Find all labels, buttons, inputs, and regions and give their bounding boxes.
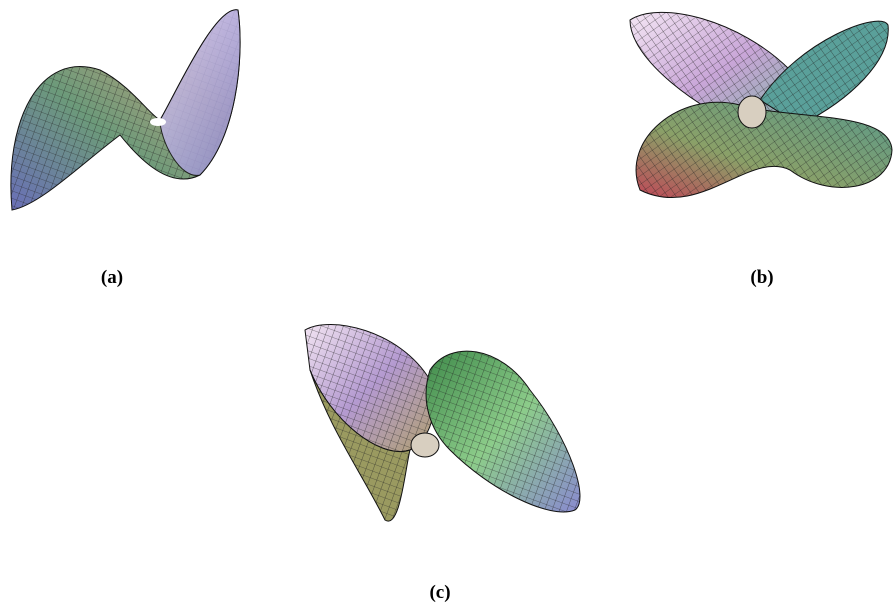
panel-b: (b) [630, 12, 892, 288]
panel-c: (c) [305, 324, 580, 603]
panel-a: (a) [11, 10, 240, 288]
subfigure-label: (b) [750, 267, 773, 288]
subfigure-label: (a) [101, 267, 123, 288]
subfigure-label: (c) [429, 582, 450, 603]
figure: (a) (b) (c) [0, 0, 893, 612]
